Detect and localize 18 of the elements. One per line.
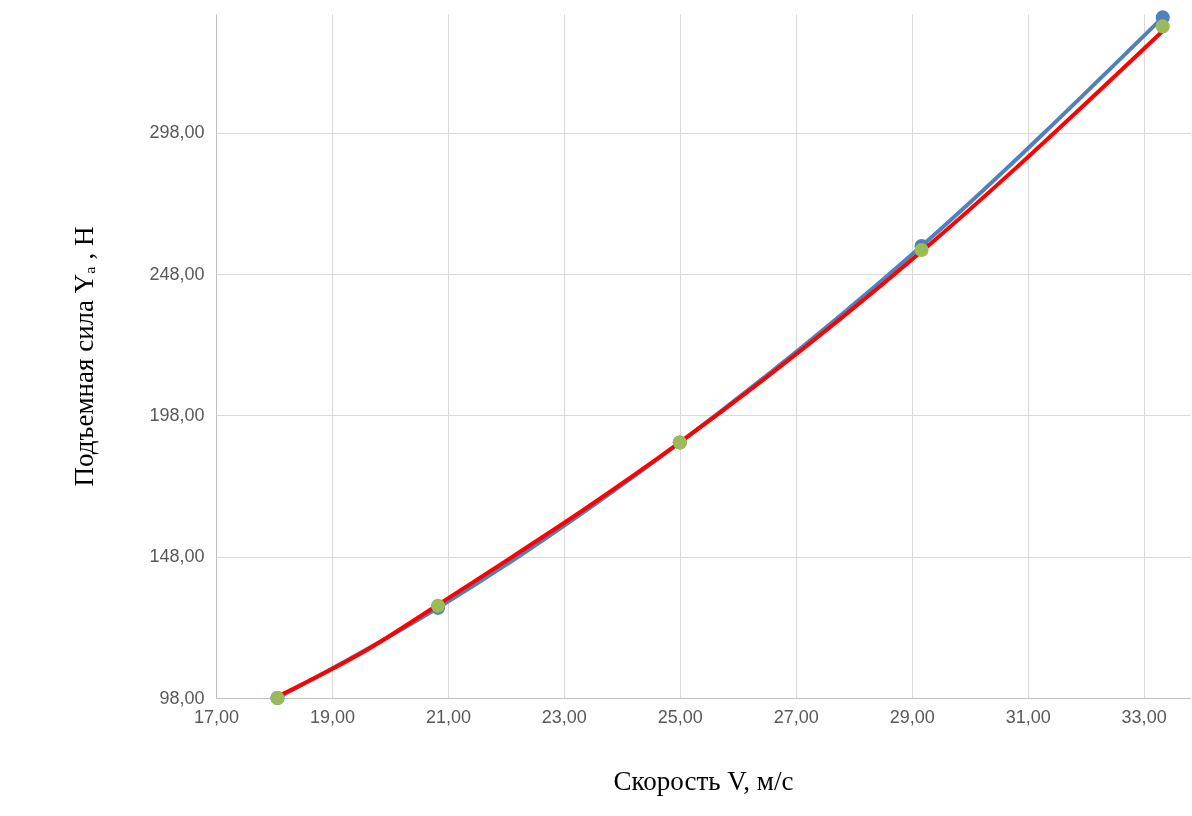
x-tick-label: 17,00: [193, 706, 240, 727]
x-tick-label: 31,00: [1005, 706, 1051, 727]
y-tick-label: 148,00: [149, 546, 205, 567]
x-tick-label: 21,00: [425, 706, 471, 727]
y-tick-label: 198,00: [149, 404, 205, 425]
x-tick-label: 23,00: [541, 706, 587, 727]
x-tick-label: 27,00: [773, 706, 819, 727]
point: [914, 242, 929, 258]
y-tick-label: 248,00: [149, 263, 205, 284]
x-tick-label: 33,00: [1121, 706, 1167, 727]
x-tick-label: 25,00: [657, 706, 703, 727]
y-tick-label: 298,00: [149, 122, 205, 143]
x-tick-label: 29,00: [889, 706, 935, 727]
x-tick-label: 19,00: [309, 706, 355, 727]
point: [1155, 19, 1170, 34]
y-axis-title: Подъемная сила Yₐ , Н: [69, 226, 100, 487]
y-tick-label: 98,00: [159, 687, 205, 708]
x-axis-title: Скорость V, м/с: [613, 765, 794, 796]
